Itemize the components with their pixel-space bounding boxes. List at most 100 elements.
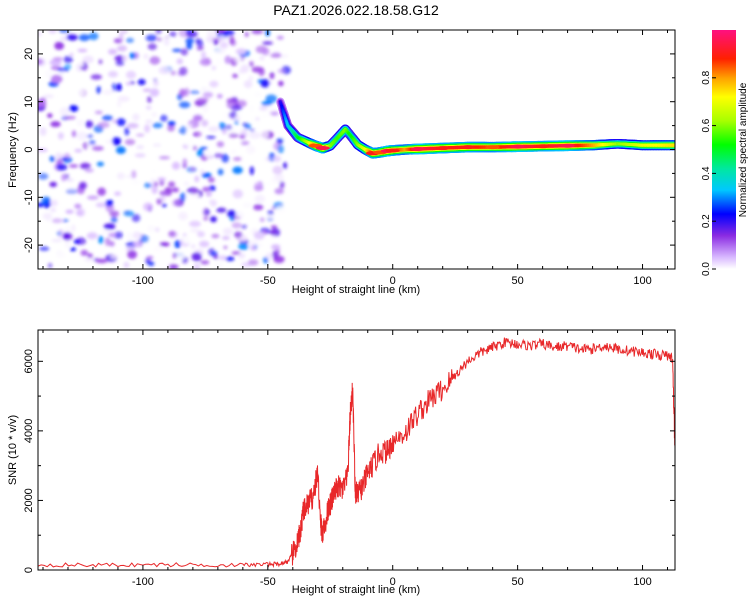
noise-speckle	[185, 30, 192, 33]
noise-speckle	[92, 146, 104, 151]
spectrogram-ytick-label: 20	[23, 48, 35, 60]
noise-speckle	[233, 55, 244, 64]
noise-speckle	[178, 211, 188, 221]
noise-speckle	[206, 135, 216, 139]
noise-speckle	[38, 173, 49, 180]
noise-speckle	[108, 232, 117, 237]
noise-speckle	[282, 162, 288, 169]
noise-speckle	[218, 255, 227, 261]
noise-speckle	[90, 74, 103, 80]
noise-speckle	[191, 190, 198, 194]
noise-speckle	[249, 104, 254, 113]
colorbar-tick-label: 0.0	[701, 262, 712, 276]
noise-speckle	[101, 115, 113, 121]
noise-speckle	[225, 256, 235, 261]
noise-speckle	[117, 95, 130, 102]
noise-speckle	[241, 224, 247, 229]
noise-speckle	[41, 196, 51, 205]
noise-speckle	[78, 61, 84, 67]
noise-speckle	[157, 177, 167, 181]
noise-speckle	[122, 55, 128, 62]
spectrogram-y-axis: -20 -10 0 10 20	[23, 29, 675, 270]
noise-speckle	[147, 96, 152, 104]
noise-speckle	[239, 134, 246, 140]
noise-speckle	[210, 216, 217, 223]
noise-speckle	[66, 34, 78, 41]
noise-speckle	[218, 122, 226, 130]
noise-speckle	[261, 111, 272, 119]
noise-speckle	[124, 139, 136, 146]
noise-speckle	[233, 231, 243, 238]
noise-speckle	[269, 71, 275, 80]
noise-speckle	[262, 41, 273, 45]
noise-speckle	[156, 198, 162, 205]
snr-ytick-label: 2000	[23, 488, 35, 512]
noise-speckle	[151, 111, 158, 118]
noise-speckle	[265, 252, 273, 260]
noise-speckle	[71, 224, 76, 232]
noise-speckle	[65, 209, 74, 214]
noise-speckle	[116, 45, 128, 52]
noise-speckle	[63, 55, 73, 64]
noise-speckle	[39, 246, 50, 251]
noise-speckle	[201, 51, 207, 60]
noise-speckle	[230, 105, 243, 112]
noise-speckle	[155, 30, 162, 35]
noise-speckle	[95, 258, 108, 264]
noise-speckle	[197, 97, 209, 102]
noise-speckle	[217, 168, 224, 176]
noise-speckle	[228, 111, 238, 119]
noise-speckle	[250, 244, 258, 251]
noise-speckle	[260, 79, 270, 88]
noise-speckle	[270, 53, 282, 58]
noise-speckle	[211, 233, 220, 239]
noise-speckle	[60, 157, 69, 161]
noise-speckle	[39, 127, 47, 136]
noise-speckle	[176, 58, 184, 65]
noise-speckle	[238, 242, 249, 251]
noise-speckle	[215, 58, 223, 67]
ridge-peak	[460, 145, 475, 150]
noise-speckle	[82, 55, 94, 64]
noise-speckle	[133, 197, 140, 204]
noise-speckle	[162, 203, 167, 208]
noise-speckle	[201, 119, 209, 127]
noise-speckle	[69, 52, 74, 57]
noise-speckle	[71, 130, 77, 138]
noise-speckle	[199, 58, 212, 66]
snr-xtick-label: -100	[132, 576, 154, 588]
noise-speckle	[105, 200, 113, 207]
noise-speckle	[229, 35, 235, 45]
noise-speckle	[51, 239, 63, 242]
noise-speckle	[158, 66, 171, 75]
colorbar-tick-label: 0.4	[701, 166, 712, 180]
snr-xtick-label: 50	[511, 576, 523, 588]
noise-speckle	[228, 133, 239, 138]
snr-x-axis-title: Height of straight line (km)	[292, 584, 420, 596]
noise-speckle	[123, 261, 130, 269]
noise-speckle	[153, 81, 159, 87]
noise-speckle	[144, 124, 151, 133]
colorbar: 0.0 0.2 0.4 0.6 0.8 Normalized spectral ampl…	[701, 30, 749, 276]
ridge-peak	[410, 147, 425, 151]
noise-speckle	[222, 236, 230, 240]
noise-speckle	[172, 252, 177, 259]
noise-speckle	[38, 152, 43, 157]
noise-speckle	[258, 172, 268, 180]
noise-speckle	[169, 31, 177, 37]
noise-speckle	[73, 239, 81, 244]
noise-speckle	[109, 210, 120, 217]
noise-speckle	[98, 59, 103, 65]
noise-speckle	[274, 188, 284, 195]
noise-speckle	[267, 210, 274, 216]
noise-speckle	[261, 47, 270, 56]
noise-speckle	[208, 177, 215, 183]
noise-speckle	[76, 210, 83, 216]
snr-xtick-label: 100	[633, 576, 651, 588]
snr-line-layer	[38, 337, 675, 569]
noise-speckle	[249, 166, 254, 176]
snr-series-line	[38, 337, 675, 569]
noise-speckle	[251, 30, 264, 35]
noise-speckle	[265, 94, 278, 103]
